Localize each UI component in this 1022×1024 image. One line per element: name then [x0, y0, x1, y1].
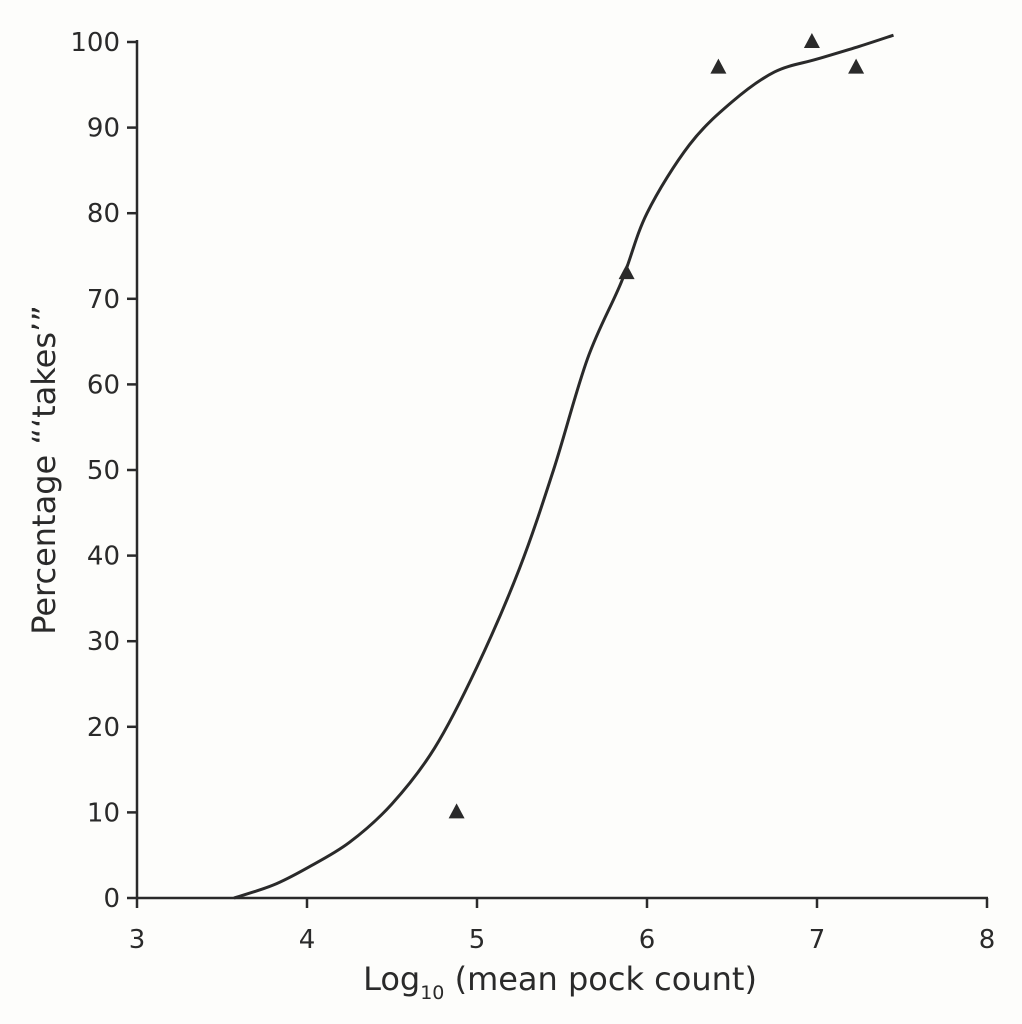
y-tick-label: 10	[87, 798, 120, 828]
y-tick-label: 80	[87, 199, 120, 229]
data-point-triangle	[710, 58, 727, 74]
data-point-triangle	[803, 33, 820, 48]
x-axis-title-rest: (mean pock count)	[444, 960, 757, 998]
x-tick-label: 4	[299, 925, 316, 955]
x-axis-title-subscript: 10	[420, 982, 444, 1004]
data-point-triangle	[448, 803, 465, 819]
y-tick-label: 0	[103, 884, 120, 914]
y-tick-label: 50	[87, 456, 120, 486]
y-tick-label: 70	[87, 285, 120, 315]
y-tick-label: 90	[87, 114, 120, 144]
y-tick-label: 40	[87, 542, 120, 572]
y-tick-label: 100	[70, 28, 120, 58]
x-tick-label: 5	[469, 925, 486, 955]
y-tick-label: 60	[87, 370, 120, 400]
y-axis-title: Percentage “‘takes’”	[25, 305, 63, 635]
data-point-triangle	[618, 264, 635, 280]
y-tick-label: 30	[87, 627, 120, 657]
x-tick-label: 8	[979, 925, 996, 955]
fitted-curve	[233, 33, 894, 900]
x-tick-label: 7	[809, 925, 826, 955]
x-axis-title: Log10 (mean pock count)	[363, 960, 757, 1004]
x-tick-label: 3	[129, 925, 146, 955]
data-point-triangle	[848, 58, 865, 74]
x-tick-label: 6	[639, 925, 656, 955]
y-tick-label: 20	[87, 713, 120, 743]
